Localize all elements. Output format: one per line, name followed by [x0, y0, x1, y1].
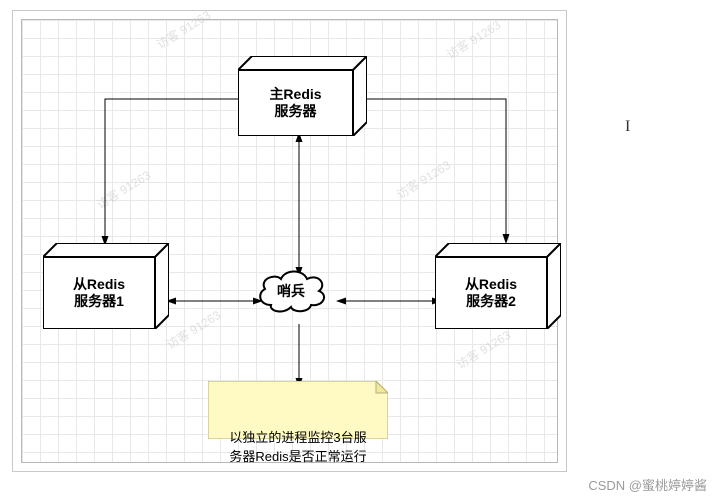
- diagram-frame: 访客 91263 访客 91263 访客 91263 访客 91263 访客 9…: [12, 10, 567, 472]
- node-note-label: 以独立的进程监控3台服 务器Redis是否正常运行: [220, 429, 376, 467]
- node-sentinel-label: 哨兵: [277, 281, 305, 301]
- canvas: 访客 91263 访客 91263 访客 91263 访客 91263 访客 9…: [0, 0, 727, 500]
- node-slave2: 从Redis 服务器2: [435, 243, 561, 329]
- text-cursor-icon: I: [625, 118, 630, 136]
- node-note: 以独立的进程监控3台服 务器Redis是否正常运行: [208, 381, 388, 439]
- node-slave1: 从Redis 服务器1: [43, 243, 169, 329]
- node-sentinel: 哨兵: [253, 267, 329, 315]
- credit-text: CSDN @蜜桃婷婷酱: [588, 475, 707, 494]
- node-master: 主Redis 服务器: [238, 56, 367, 136]
